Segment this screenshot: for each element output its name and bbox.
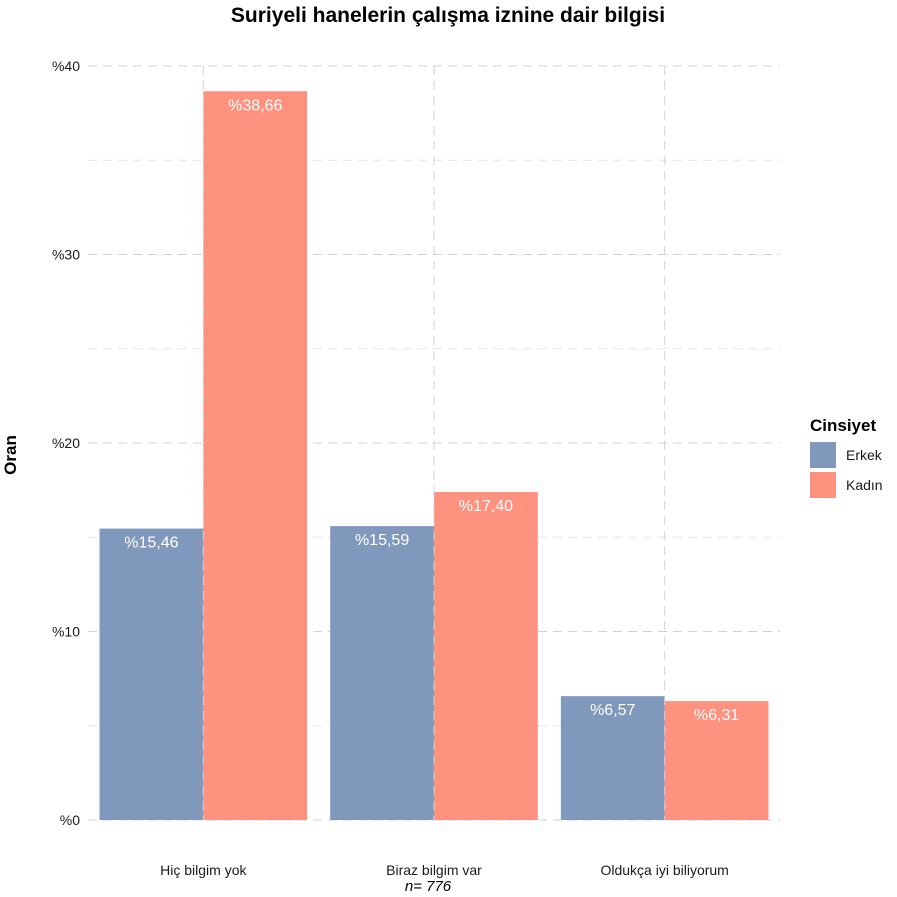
y-axis-ticks: %0 %10 %20 %30 %40	[52, 58, 80, 828]
y-tick-label: %0	[60, 812, 80, 828]
y-tick-label: %10	[52, 624, 80, 640]
bar-data-label: %6,31	[694, 707, 739, 724]
x-tick-label: Hiç bilgim yok	[160, 862, 247, 878]
bar	[99, 528, 204, 820]
bar	[664, 701, 769, 820]
y-axis-label: Oran	[1, 435, 20, 475]
x-axis-ticks: Hiç bilgim yok Biraz bilgim var Oldukça iy…	[160, 862, 729, 878]
bar-data-label: %6,57	[590, 702, 635, 719]
bar	[330, 526, 434, 820]
bar	[203, 91, 308, 820]
bar-data-label: %15,59	[355, 532, 409, 549]
x-tick-label: Oldukça iyi biliyorum	[600, 862, 728, 878]
x-axis-caption: n= 776	[405, 878, 452, 895]
legend: Cinsiyet Erkek Kadın	[810, 416, 883, 498]
y-tick-label: %40	[52, 58, 80, 74]
bar-data-label: %38,66	[228, 97, 282, 114]
bar	[560, 696, 665, 820]
legend-entry-label: Kadın	[846, 477, 883, 493]
chart-title: Suriyeli hanelerin çalışma iznine dair b…	[231, 4, 665, 27]
bar-data-label: %15,46	[124, 535, 178, 552]
bar-data-label: %17,40	[459, 498, 513, 515]
bars	[99, 91, 769, 820]
y-tick-label: %20	[52, 435, 80, 451]
legend-swatch	[810, 442, 836, 468]
legend-title: Cinsiyet	[810, 416, 876, 435]
bar	[434, 492, 538, 820]
y-tick-label: %30	[52, 247, 80, 263]
legend-entry-label: Erkek	[846, 447, 883, 463]
vertical-grid	[202, 66, 666, 820]
legend-swatch	[810, 472, 836, 498]
bar-labels: %15,46 %38,66 %15,59 %17,40 %6,57 %6,31	[124, 97, 739, 724]
x-tick-label: Biraz bilgim var	[386, 862, 482, 878]
